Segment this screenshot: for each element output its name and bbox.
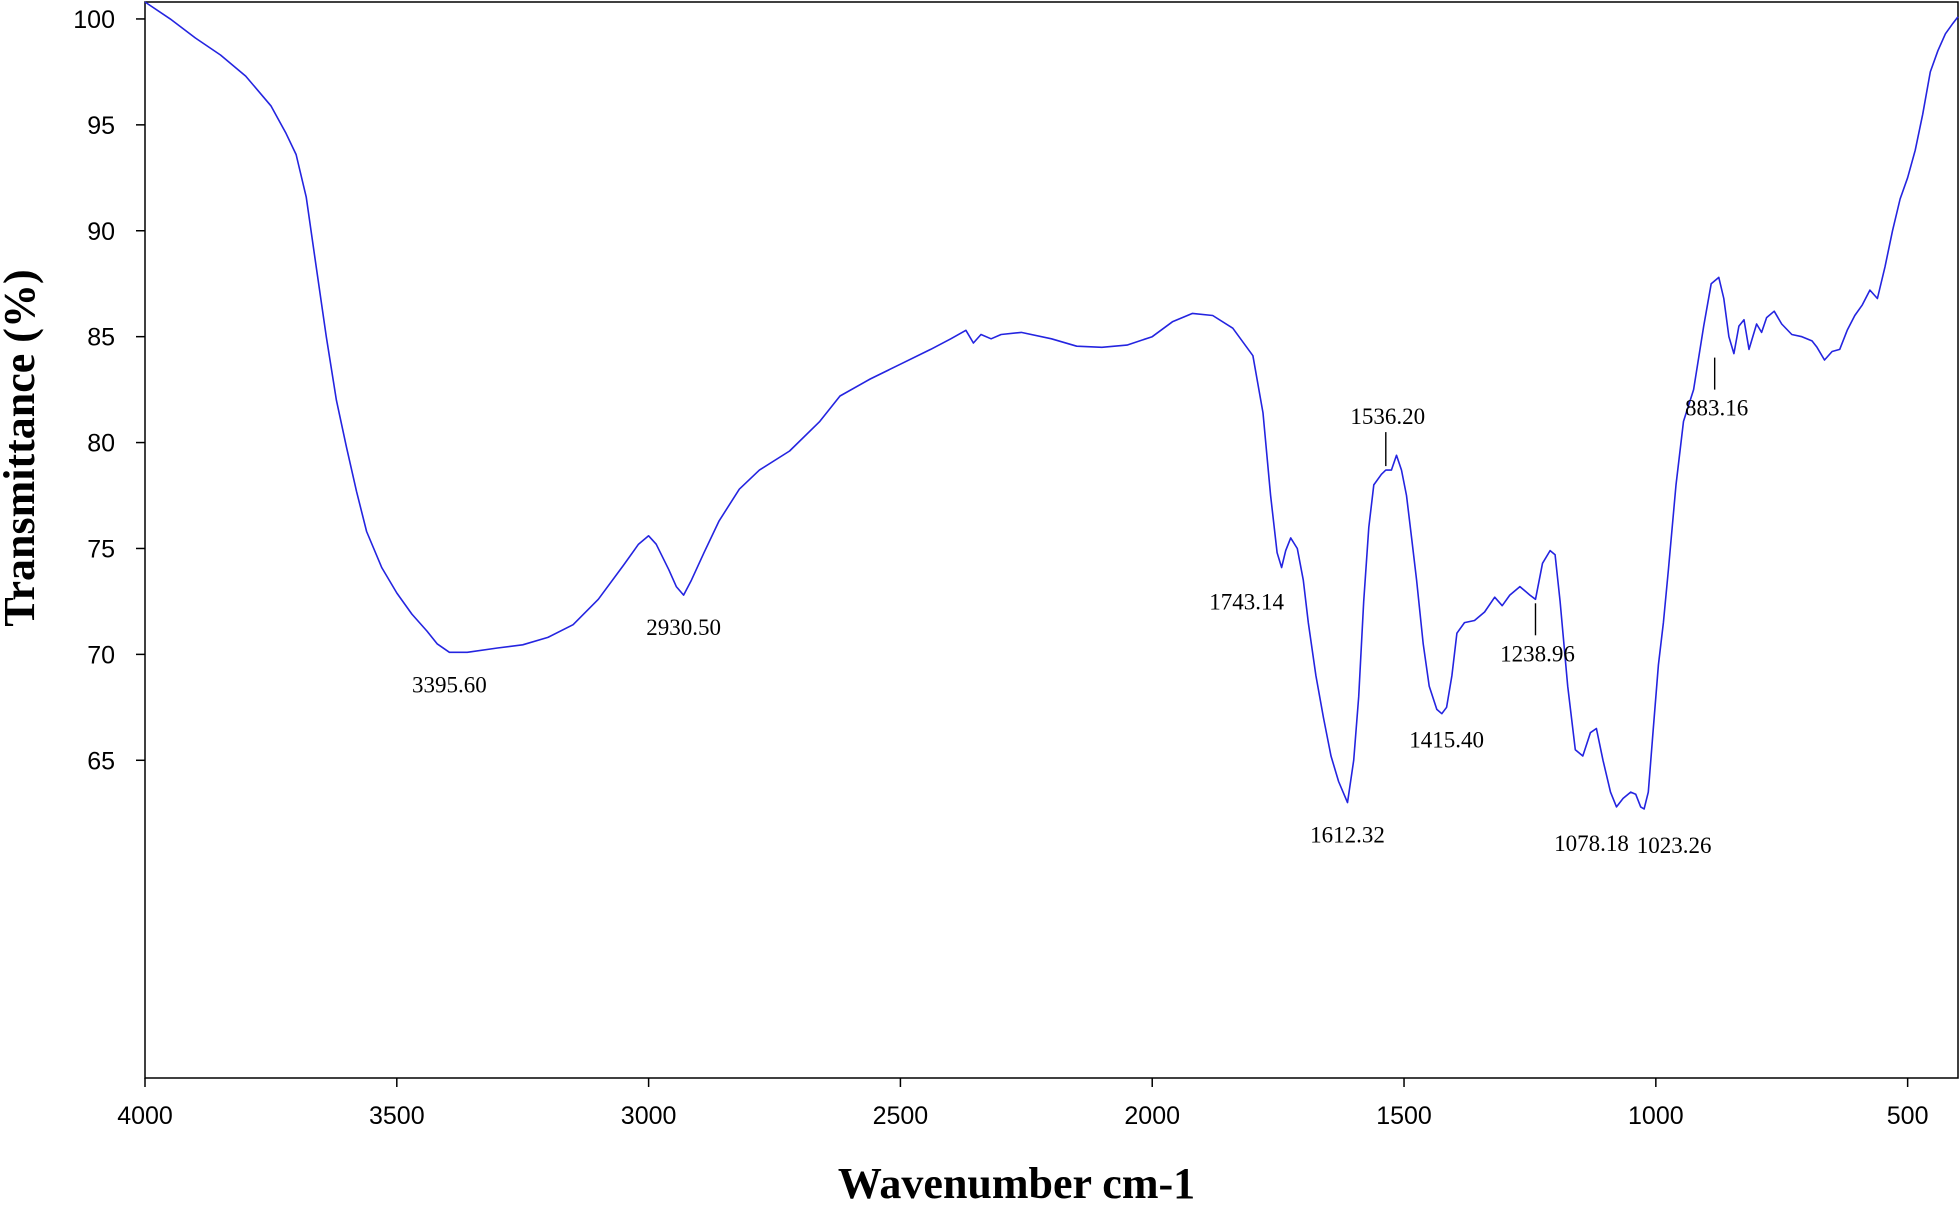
y-tick-label: 100 — [73, 6, 115, 34]
y-tick-label: 95 — [87, 112, 115, 140]
peak-annotations: 3395.60 2930.50 1743.14 1536.20 1612.32 1415.… — [412, 357, 1748, 858]
peak-label: 1536.20 — [1350, 404, 1425, 429]
y-tick-label: 85 — [87, 324, 115, 352]
series-line-0 — [144, 1, 1959, 810]
peak-label: 1238.96 — [1500, 641, 1575, 666]
x-tick-label: 2000 — [1124, 1102, 1180, 1130]
plot-frame — [144, 1, 1959, 1079]
x-tick-label: 3500 — [369, 1102, 425, 1130]
axes — [144, 1, 1959, 1079]
x-tick-label: 1000 — [1628, 1102, 1684, 1130]
peak-label: 883.16 — [1685, 396, 1748, 421]
y-axis-title: Transmittance (%) — [0, 269, 44, 626]
y-tick-label: 75 — [87, 535, 115, 563]
x-tick-label: 1500 — [1376, 1102, 1432, 1130]
series-layer — [144, 1, 1959, 810]
peak-label: 1415.40 — [1409, 727, 1484, 752]
x-tick-label: 3000 — [621, 1102, 677, 1130]
x-tick-label: 2500 — [873, 1102, 929, 1130]
y-tick-label: 80 — [87, 430, 115, 458]
peak-label: 1743.14 — [1209, 590, 1284, 615]
x-tick-label: 500 — [1887, 1102, 1929, 1130]
peak-label: 1078.18 — [1554, 831, 1629, 856]
y-tick-label: 90 — [87, 218, 115, 246]
peak-label: 1023.26 — [1637, 833, 1712, 858]
peak-label: 3395.60 — [412, 672, 487, 697]
ticks: 4000 3500 3000 2500 2000 1500 1000 500 100 95 90 85… — [73, 6, 1928, 1130]
y-tick-label: 65 — [87, 747, 115, 775]
x-tick-label: 4000 — [117, 1102, 173, 1130]
peak-label: 1612.32 — [1310, 823, 1385, 848]
x-axis-title: Wavenumber cm-1 — [838, 1159, 1195, 1208]
peak-label: 2930.50 — [646, 615, 721, 640]
y-tick-label: 70 — [87, 641, 115, 669]
